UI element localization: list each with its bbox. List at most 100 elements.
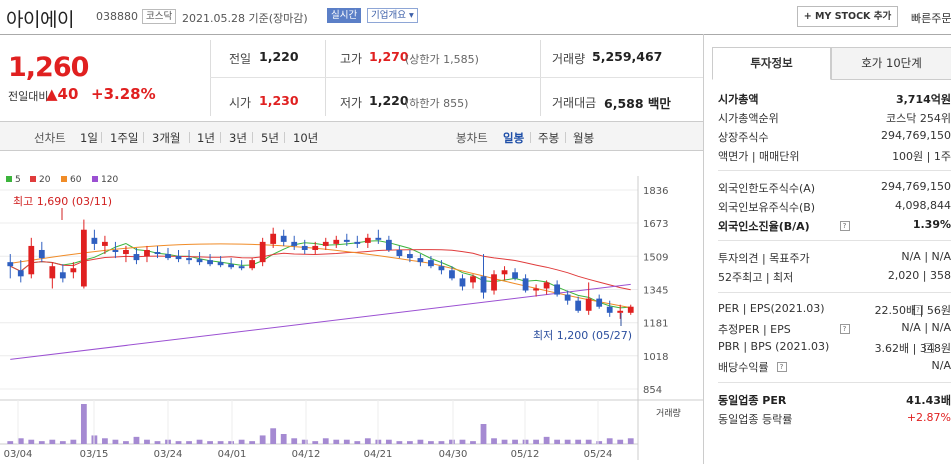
x-tick-label: 03/04 [4,449,33,460]
stock-name: 아이에이 [6,9,74,31]
candle [228,258,235,270]
candle [438,260,445,275]
candle [396,245,403,259]
info-row: 동일업종 PER 41.43배 [718,392,951,411]
prev-close-label: 전일 [229,52,252,66]
tab-quote-10[interactable]: 호가 10단계 [831,47,951,80]
quick-order-link[interactable]: 빠른주문 [911,12,951,25]
candle [238,260,245,271]
volume-bar [564,439,571,444]
period-10y[interactable]: 10년 [293,131,319,145]
add-mystock-button[interactable]: + MY STOCK 추가 [797,6,898,27]
info-label: 외국인보유주식수(B) [718,201,816,214]
candle-body [364,237,371,243]
candle-body [564,294,571,301]
candle [144,245,150,263]
volume-bar [554,439,561,444]
legend-label-120: 120 [101,175,118,185]
x-tick-label: 03/24 [154,449,183,460]
stock-chart[interactable]: 5 20 60 120 최고 1,690 (03/11) 최저 1,200 (05/2… [0,168,703,464]
help-icon[interactable]: ? [923,343,934,353]
volume-bar [238,439,245,444]
low-value: 1,220 [369,93,409,108]
volume-bar [38,441,45,444]
help-icon[interactable]: ? [913,305,923,315]
info-value: 41.43배 [906,394,951,407]
volume-bar [470,441,476,444]
volume-bar [428,441,434,444]
panel-divider [703,34,704,464]
candle-body [354,241,361,244]
candle [585,282,592,315]
info-value: 코스닥 254위 [886,112,951,125]
candle [7,254,14,279]
period-1d[interactable]: 1일 [80,131,98,145]
info-label: 배당수익률 [718,361,769,374]
realtime-button[interactable]: 실시간 [327,8,362,23]
candle-body [301,245,308,250]
candle [375,229,382,244]
info-label: 외국인한도주식수(A) [718,182,816,195]
candle-daily[interactable]: 일봉 [503,131,525,145]
info-row: 외국인보유주식수(B) 4,098,844 [718,199,951,218]
candle [186,249,192,265]
period-3y[interactable]: 3년 [229,131,247,145]
volume-bar [207,441,213,444]
period-1w[interactable]: 1주일 [110,131,139,145]
period-3m[interactable]: 3개월 [152,131,181,145]
candle [491,270,497,295]
volume-bar [627,438,634,444]
help-icon[interactable]: ? [839,324,850,334]
candle-body [70,268,77,273]
candle-weekly[interactable]: 주봉 [538,131,560,145]
candle-body [480,276,487,293]
y-tick-label: 1181 [643,319,668,330]
header-divider [0,34,951,35]
period-5y[interactable]: 5년 [261,131,279,145]
candle-body [322,241,329,246]
info-value: 2,020 | 358 [887,269,951,282]
period-1y[interactable]: 1년 [197,131,215,145]
volume-bar [512,439,518,444]
divider [210,40,211,116]
candle-body [91,237,98,244]
change-label: 전일대비 [8,90,49,103]
volume-bar [59,441,66,444]
candle [364,233,371,248]
info-label: PBR | BPS (2021.03) [718,340,830,353]
legend-swatch-20 [30,176,36,182]
info-label: 시가총액 [718,93,759,106]
open-value: 1,230 [259,93,299,108]
divider [210,77,703,78]
candle-body [102,241,108,246]
legend-label-20: 20 [39,175,51,185]
candle [291,235,298,250]
volume-bar [270,428,277,444]
candle-body [133,254,140,261]
candlesticks [7,219,634,319]
candle [428,256,434,269]
period-toolbar: 선차트 1일 1주일 3개월 1년 3년 5년 10년 봉차트 일봉 주봉 월봉 [0,121,703,151]
info-value: 294,769,150 [881,129,951,142]
row-divider [718,240,951,241]
volume-bar [501,439,508,444]
candle-body [280,235,287,242]
candle [533,284,539,297]
info-label: 시가총액순위 [718,112,779,125]
candle-body [196,259,203,263]
tab-investment-info[interactable]: 투자정보 [712,47,831,80]
candle-monthly[interactable]: 월봉 [573,131,595,145]
candle-body [417,258,424,263]
candle-body [333,239,340,244]
candle-body [406,254,413,259]
legend-swatch-120 [92,176,98,182]
company-overview-dropdown[interactable]: 기업개요 ▾ [367,8,418,23]
candle-body [606,306,613,313]
volume-bar [617,439,624,444]
candle [196,252,203,266]
volume-bar [196,439,203,444]
candle-body [428,260,434,267]
help-icon[interactable]: ? [776,362,787,372]
help-icon[interactable]: ? [839,221,850,231]
candle [617,304,624,319]
